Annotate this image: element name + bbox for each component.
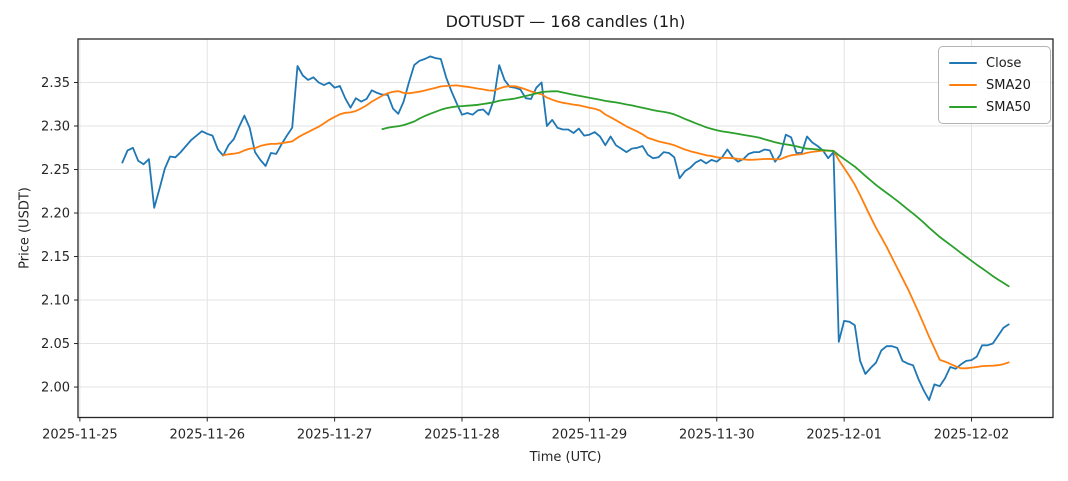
y-tick-label: 2.20: [41, 207, 70, 222]
chart-title: DOTUSDT — 168 candles (1h): [445, 12, 686, 31]
x-tick-label: 2025-12-02: [934, 428, 1010, 443]
legend: Close SMA20 SMA50: [938, 46, 1051, 124]
x-tick-label: 2025-11-27: [297, 428, 373, 443]
y-tick-label: 2.30: [41, 120, 70, 135]
sma20-line: [222, 84, 1010, 370]
y-tick-label: 2.15: [41, 250, 70, 265]
y-tick-label: 2.25: [41, 163, 70, 178]
close-line: [121, 55, 1010, 401]
y-tick-label: 2.05: [41, 337, 70, 352]
x-tick-label: 2025-11-28: [424, 428, 500, 443]
y-tick-label: 2.10: [41, 294, 70, 309]
legend-swatch-sma50-icon: [949, 105, 977, 109]
legend-swatch-sma20-icon: [949, 83, 977, 87]
x-tick-label: 2025-11-26: [169, 428, 245, 443]
x-axis-label: Time (UTC): [529, 450, 602, 465]
x-tick-label: 2025-11-25: [42, 428, 118, 443]
legend-item-sma50: SMA50: [949, 99, 1040, 115]
legend-item-sma20: SMA20: [949, 77, 1040, 93]
legend-item-close: Close: [949, 55, 1040, 71]
y-tick-label: 2.00: [41, 381, 70, 396]
x-tick-label: 2025-11-29: [552, 428, 628, 443]
legend-label-sma20: SMA20: [986, 77, 1031, 93]
y-tick-label: 2.35: [41, 76, 70, 91]
plot-border: [77, 38, 1054, 419]
sma50-line: [381, 90, 1010, 288]
x-tick-label: 2025-12-01: [806, 428, 882, 443]
legend-label-sma50: SMA50: [986, 99, 1031, 115]
x-tick-label: 2025-11-30: [679, 428, 755, 443]
legend-swatch-close-icon: [949, 61, 977, 65]
legend-label-close: Close: [986, 55, 1022, 71]
